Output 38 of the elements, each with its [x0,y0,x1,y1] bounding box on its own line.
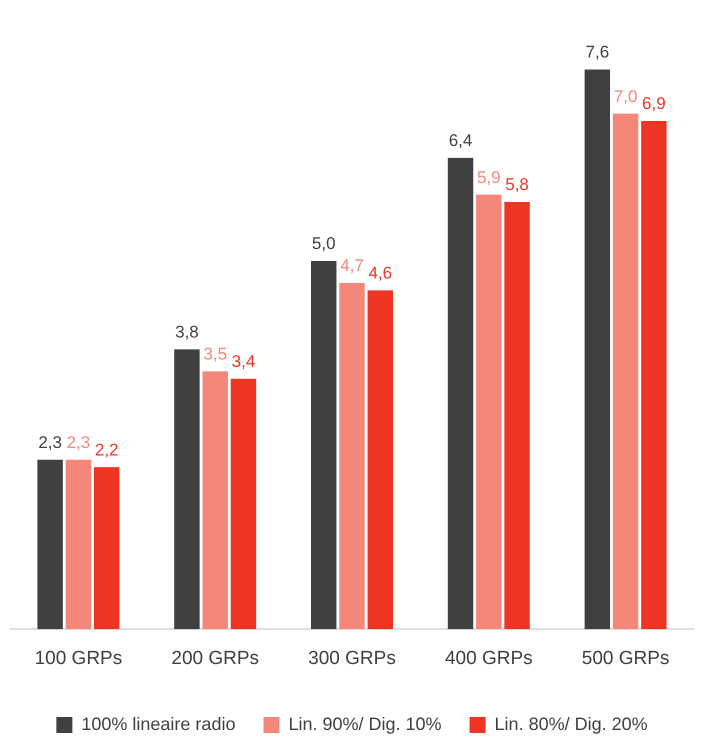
x-tick-label: 300 GRPs [308,648,396,669]
bar [37,460,63,630]
data-label: 2,3 [66,432,90,452]
bar [202,371,228,630]
bar [94,467,120,630]
x-tick-label: 500 GRPs [582,648,670,669]
x-tick-label: 100 GRPs [34,648,122,669]
bar [368,290,393,630]
bar [66,460,92,630]
bar [230,378,256,630]
x-tick-label: 400 GRPs [444,648,533,669]
data-label: 3,4 [232,352,256,371]
data-label: 4,7 [340,256,364,276]
bar [584,69,610,630]
bar [339,283,365,630]
data-label: 5,0 [312,234,336,254]
data-label: 3,8 [175,322,199,342]
bar [641,121,667,630]
data-label: 7,6 [586,42,610,62]
bar [504,202,530,630]
bar [174,349,200,630]
bar [476,194,502,630]
data-label: 2,2 [94,440,118,460]
legend-label: Lin. 80%/ Dig. 20% [494,714,648,734]
data-label: 6,9 [642,94,666,114]
bar [311,260,336,630]
bar [612,114,638,630]
data-label: 6,4 [448,131,472,150]
data-label: 2,3 [38,432,62,452]
x-tick-label: 200 GRPs [171,648,260,669]
data-label: 5,9 [476,168,501,187]
data-label: 3,5 [203,344,228,364]
legend-label: Lin. 90%/ Dig. 10% [288,714,442,734]
data-label: 4,6 [368,264,392,283]
data-label: 5,8 [505,175,529,194]
legend-label: 100% lineaire radio [81,714,236,734]
data-label: 7,0 [614,86,638,106]
bar [448,158,474,630]
